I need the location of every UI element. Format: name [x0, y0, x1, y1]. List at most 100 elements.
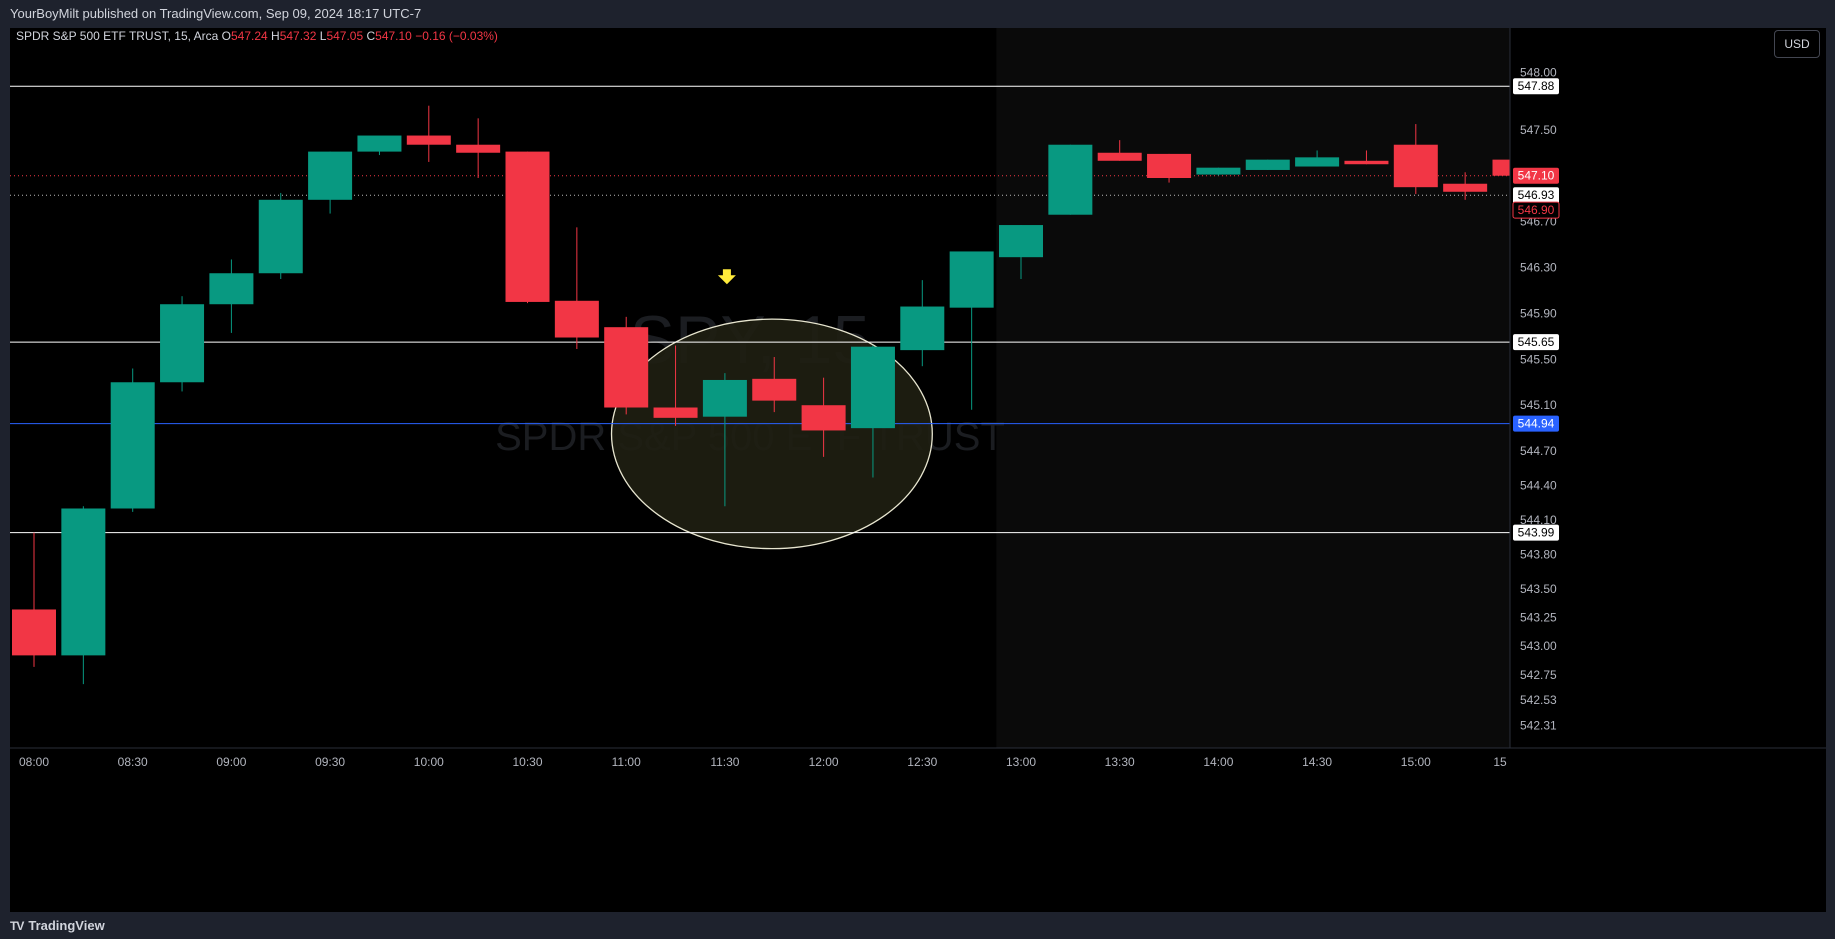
y-tick-label: 542.31	[1520, 718, 1557, 732]
y-tick-label: 543.80	[1520, 547, 1557, 561]
x-tick-label: 09:00	[216, 755, 246, 769]
candle-body	[1245, 159, 1290, 170]
y-tick-label: 542.53	[1520, 693, 1557, 707]
y-tick-label: 546.30	[1520, 261, 1557, 275]
candle-body	[653, 407, 698, 418]
x-tick-label: 12:00	[809, 755, 839, 769]
candle-15:15[interactable]	[1443, 172, 1488, 200]
x-tick-label: 09:30	[315, 755, 345, 769]
candle-body	[505, 151, 550, 302]
candle-body	[554, 300, 599, 338]
candle-09:00[interactable]	[209, 259, 254, 333]
level-tag-544.94-box	[1513, 415, 1559, 432]
candle-body	[1393, 144, 1438, 188]
ohlc-legend: SPDR S&P 500 ETF TRUST, 15, Arca O547.24…	[16, 29, 498, 43]
candle-14:45[interactable]	[1344, 150, 1389, 165]
x-tick-label: 10:30	[512, 755, 542, 769]
candle-10:15[interactable]	[456, 118, 501, 178]
candle-11:00[interactable]	[604, 316, 649, 415]
candle-13:45[interactable]	[1147, 153, 1192, 183]
candle-10:00[interactable]	[406, 105, 451, 162]
candle-09:15[interactable]	[258, 192, 303, 279]
candle-12:15[interactable]	[850, 345, 895, 478]
price-tag-546.90-box	[1512, 201, 1560, 219]
candle-11:30[interactable]	[702, 373, 747, 507]
candle-body	[258, 199, 303, 274]
level-tag-544.94: 544.94	[1518, 417, 1555, 431]
candle-12:45[interactable]	[949, 251, 994, 410]
candle-body	[752, 378, 797, 401]
candle-10:45[interactable]	[554, 227, 599, 349]
candle-body	[949, 251, 994, 308]
candle-08:30[interactable]	[110, 368, 155, 512]
legend-symbol: SPDR S&P 500 ETF TRUST, 15, Arca	[16, 29, 222, 43]
footer-bar: TV TradingView	[0, 912, 1835, 939]
y-tick-label: 544.40	[1520, 479, 1557, 493]
candle-body	[850, 346, 895, 429]
after-hours-shade	[996, 28, 1510, 748]
tradingview-logo[interactable]: TV TradingView	[10, 918, 105, 933]
candle-body	[604, 327, 649, 408]
legend-c-value: 547.10	[375, 29, 415, 43]
candle-body	[1344, 160, 1389, 165]
arrow-down-icon[interactable]	[717, 269, 736, 285]
x-tick-label: 12:30	[907, 755, 937, 769]
candle-12:00[interactable]	[801, 377, 846, 457]
candle-body	[1147, 153, 1192, 178]
candle-14:30[interactable]	[1295, 150, 1340, 167]
price-tag-546.93: 546.93	[1518, 188, 1555, 202]
brand-name: TradingView	[28, 918, 105, 933]
candle-body	[160, 304, 205, 383]
candle-10:30[interactable]	[505, 151, 550, 304]
candle-body	[1048, 144, 1093, 215]
last-price-tag-box	[1513, 167, 1559, 184]
candle-body	[900, 306, 945, 351]
candle-14:00[interactable]	[1196, 167, 1241, 176]
candle-body	[456, 144, 501, 153]
candle-11:45[interactable]	[752, 357, 797, 413]
candle-body	[999, 225, 1043, 258]
candle-15:00[interactable]	[1393, 124, 1438, 195]
candle-body	[12, 609, 56, 656]
legend-l-label: L	[320, 29, 327, 43]
last-price-tag: 547.10	[1518, 169, 1555, 183]
legend-h-value: 547.32	[280, 29, 320, 43]
x-tick-label: 08:30	[118, 755, 148, 769]
legend-change: −0.16 (−0.03%)	[415, 29, 498, 43]
level-tag-543.99: 543.99	[1518, 526, 1555, 540]
x-tick-label: 15:00	[1401, 755, 1431, 769]
x-tick-label: 13:00	[1006, 755, 1036, 769]
y-tick-label: 543.50	[1520, 582, 1557, 596]
tradingview-logo-icon: TV	[10, 918, 24, 933]
y-tick-label: 544.70	[1520, 444, 1557, 458]
candle-09:30[interactable]	[308, 151, 353, 214]
y-tick-label: 547.50	[1520, 123, 1557, 137]
legend-o-value: 547.24	[231, 29, 271, 43]
candle-body	[61, 508, 106, 656]
x-tick-label: 13:30	[1105, 755, 1135, 769]
candle-14:15[interactable]	[1245, 159, 1290, 170]
candle-13:00[interactable]	[999, 225, 1043, 279]
candle-12:30[interactable]	[900, 280, 945, 367]
currency-button[interactable]: USD	[1774, 30, 1820, 58]
x-tick-label: 10:00	[414, 755, 444, 769]
candle-11:15[interactable]	[653, 345, 698, 426]
y-tick-label: 545.90	[1520, 306, 1557, 320]
price-axis[interactable]	[1510, 28, 1826, 912]
candle-13:15[interactable]	[1048, 144, 1093, 215]
candle-08:45[interactable]	[160, 296, 205, 392]
y-tick-label: 543.00	[1520, 639, 1557, 653]
candle-08:00[interactable]	[12, 532, 56, 667]
candle-08:15[interactable]	[61, 506, 106, 685]
candle-13:30[interactable]	[1097, 140, 1142, 161]
x-tick-label: 14:30	[1302, 755, 1332, 769]
x-tick-label: 15	[1493, 755, 1507, 769]
candle-09:45[interactable]	[357, 135, 402, 156]
candle-body	[1097, 152, 1142, 161]
y-tick-label: 545.10	[1520, 398, 1557, 412]
candle-body	[1196, 167, 1241, 175]
candle-body	[406, 135, 451, 145]
legend-o-label: O	[222, 29, 231, 43]
